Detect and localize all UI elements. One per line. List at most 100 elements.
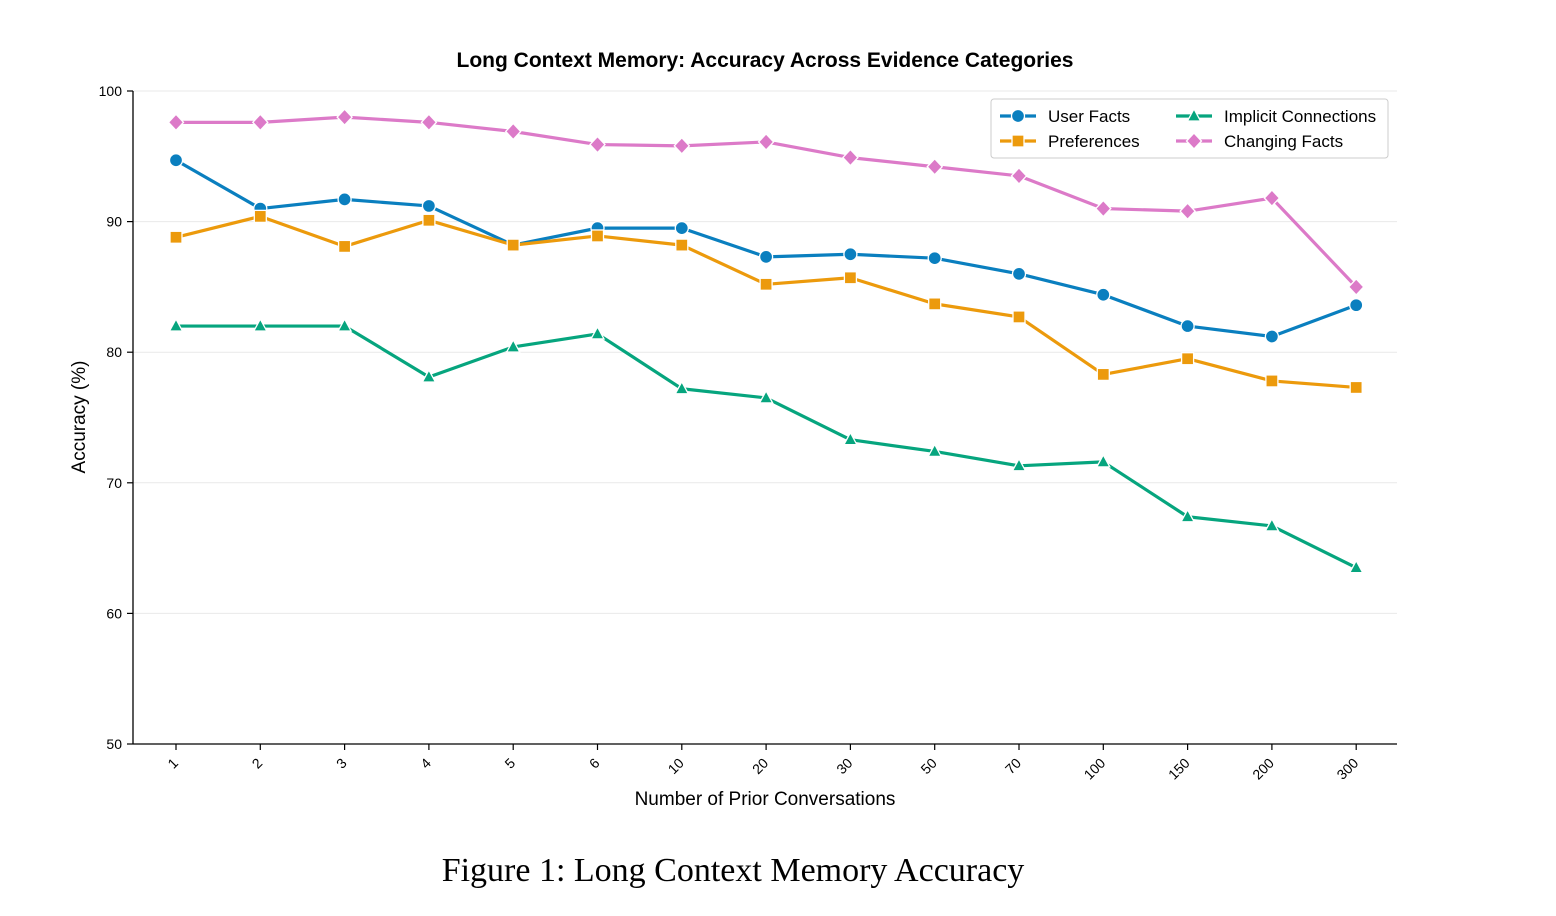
data-point-implicit-connections-5 [505,338,521,353]
data-point-preferences-30 [843,271,858,285]
data-point-implicit-connections-6 [589,325,606,340]
legend-item-implicit-connections: Implicit Connections [1176,107,1376,126]
data-point-changing-facts-5 [504,122,522,141]
data-point-preferences-70 [1012,310,1026,324]
data-point-preferences-20 [759,277,773,291]
series-line-implicit-connections [176,324,1357,570]
x-tick-label-30: 30 [833,755,855,777]
x-tick-label-3: 3 [333,755,350,772]
data-point-implicit-connections-100 [1095,453,1111,468]
data-point-preferences-200 [1265,374,1279,388]
data-point-changing-facts-1 [167,113,185,132]
x-tick-label-4: 4 [417,755,434,772]
y-tick-label-60: 60 [106,605,122,621]
x-tick-label-20: 20 [749,755,771,777]
legend-box [990,98,1389,159]
data-point-changing-facts-100 [1094,199,1112,218]
data-point-implicit-connections-1 [168,317,184,332]
legend-item-preferences: Preferences [1000,132,1140,151]
x-ticks: 1 2 3 4 5 6 10 20 30 50 70 100 150 200 300 [164,744,1361,783]
data-point-changing-facts-3 [336,108,353,127]
data-point-implicit-connections-300 [1348,559,1364,574]
data-point-changing-facts-30 [842,148,859,167]
legend-label-preferences: Preferences [1048,132,1140,151]
x-tick-label-50: 50 [917,755,939,777]
data-point-preferences-50 [928,297,942,311]
data-point-user-facts-3 [337,192,352,207]
data-point-user-facts-1 [168,153,184,168]
x-tick-label-5: 5 [501,755,518,772]
legend-marker-implicit-connections [1186,107,1202,122]
x-tick-label-1: 1 [164,755,181,772]
data-point-changing-facts-20 [757,132,775,151]
data-point-preferences-1 [169,230,183,244]
data-point-user-facts-200 [1264,329,1280,344]
chart-title: Long Context Memory: Accuracy Across Evi… [457,49,1074,72]
legend-label-user-facts: User Facts [1048,107,1130,126]
series-changing-facts [167,108,1365,296]
x-axis-label: Number of Prior Conversations [635,789,896,810]
data-point-user-facts-4 [421,198,437,214]
data-point-changing-facts-4 [420,113,438,132]
data-point-user-facts-30 [843,247,858,262]
grid-lines [133,90,1397,745]
data-point-user-facts-20 [758,249,774,265]
figure-caption: Figure 1: Long Context Memory Accuracy [441,852,1025,889]
data-point-changing-facts-70 [1010,166,1028,185]
data-point-preferences-3 [337,239,352,254]
data-point-changing-facts-6 [589,135,606,154]
data-point-changing-facts-2 [251,113,269,132]
data-point-implicit-connections-150 [1180,508,1196,523]
legend-item-changing-facts: Changing Facts [1176,132,1343,151]
legend-marker-user-facts [1010,108,1026,124]
x-tick-label-300: 300 [1333,755,1361,783]
legend-item-user-facts: User Facts [1000,107,1130,126]
axes [132,91,1397,745]
data-point-implicit-connections-200 [1264,517,1280,532]
legend-label-implicit-connections: Implicit Connections [1224,107,1376,126]
data-point-implicit-connections-20 [758,389,774,404]
data-point-preferences-150 [1180,352,1195,366]
data-point-user-facts-10 [674,220,689,236]
data-point-implicit-connections-30 [842,431,858,446]
y-tick-label-90: 90 [106,214,122,230]
data-point-changing-facts-200 [1263,189,1281,208]
data-point-changing-facts-300 [1347,277,1365,296]
data-point-user-facts-70 [1011,266,1027,281]
series [167,108,1365,574]
legend: User Facts Preferences Implicit Connection… [990,98,1389,159]
x-tick-label-100: 100 [1081,755,1109,783]
data-point-user-facts-100 [1096,287,1111,302]
data-point-preferences-300 [1349,380,1363,395]
y-tick-label-70: 70 [106,475,122,491]
data-point-implicit-connections-70 [1011,457,1027,472]
data-point-implicit-connections-3 [337,317,353,332]
y-axis-label: Accuracy (%) [69,361,90,474]
data-point-preferences-2 [253,209,267,224]
y-tick-label-100: 100 [99,83,123,99]
data-point-implicit-connections-10 [674,380,690,395]
y-ticks: 50 60 70 80 90 100 [99,83,133,752]
legend-marker-changing-facts [1185,132,1203,150]
x-tick-label-6: 6 [586,755,603,772]
data-point-preferences-5 [506,238,520,252]
data-point-preferences-10 [675,238,689,252]
data-point-preferences-100 [1096,367,1110,382]
data-point-implicit-connections-4 [421,368,437,383]
series-implicit-connections [168,317,1364,574]
legend-label-changing-facts: Changing Facts [1224,132,1343,151]
x-tick-label-10: 10 [665,755,687,777]
data-point-changing-facts-50 [926,157,944,176]
data-point-changing-facts-10 [673,136,691,155]
x-tick-label-200: 200 [1249,755,1277,783]
data-point-implicit-connections-50 [927,443,943,458]
data-point-preferences-4 [422,213,436,227]
data-point-user-facts-300 [1349,298,1364,313]
series-line-user-facts [175,158,1357,339]
x-tick-label-2: 2 [249,755,266,772]
y-tick-label-80: 80 [106,344,122,360]
y-tick-label-50: 50 [106,736,122,752]
data-point-preferences-6 [590,229,605,243]
series-user-facts [168,153,1364,344]
